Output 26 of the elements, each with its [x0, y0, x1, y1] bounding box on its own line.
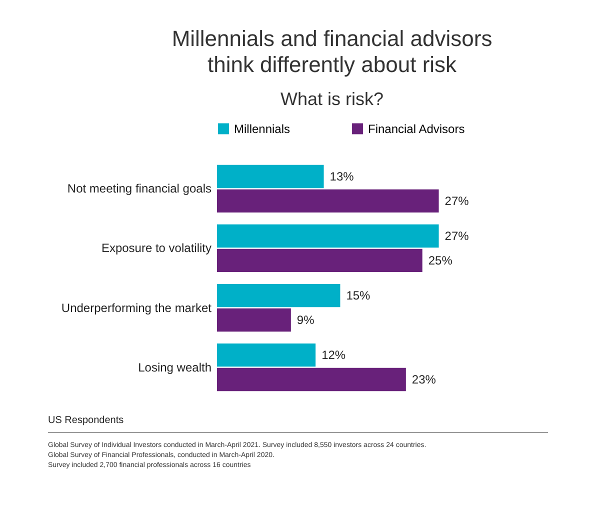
- text: Millennials and financial advisors: [172, 26, 492, 51]
- data-label: 9%: [296, 312, 315, 327]
- legend-label: Millennials: [234, 122, 290, 136]
- data-label: 15%: [346, 288, 371, 303]
- bar: [217, 308, 291, 332]
- text: think differently about risk: [207, 52, 457, 77]
- text: US Respondents: [48, 411, 548, 433]
- data-label: 25%: [428, 253, 453, 268]
- bar: [217, 368, 406, 392]
- data-label: 13%: [330, 170, 354, 184]
- bar: [217, 248, 422, 272]
- y-tick-label: Losing wealth: [138, 360, 212, 374]
- data-label: 27%: [444, 194, 470, 208]
- data-label: 27%: [444, 229, 470, 244]
- y-tick-label: Not meeting financial goals: [67, 182, 212, 196]
- data-label: 23%: [412, 372, 436, 386]
- bar: [217, 164, 324, 188]
- bar: [217, 189, 439, 213]
- bar: [217, 224, 439, 248]
- bar: [217, 284, 340, 308]
- chart-subtitle: What is risk?: [280, 89, 384, 109]
- legend-label: Financial Advisors: [368, 122, 465, 136]
- y-tick-label: Exposure to volatility: [101, 241, 212, 256]
- bar: [217, 343, 316, 367]
- y-tick-label: Underperforming the market: [61, 300, 212, 315]
- data-label: 12%: [322, 348, 346, 362]
